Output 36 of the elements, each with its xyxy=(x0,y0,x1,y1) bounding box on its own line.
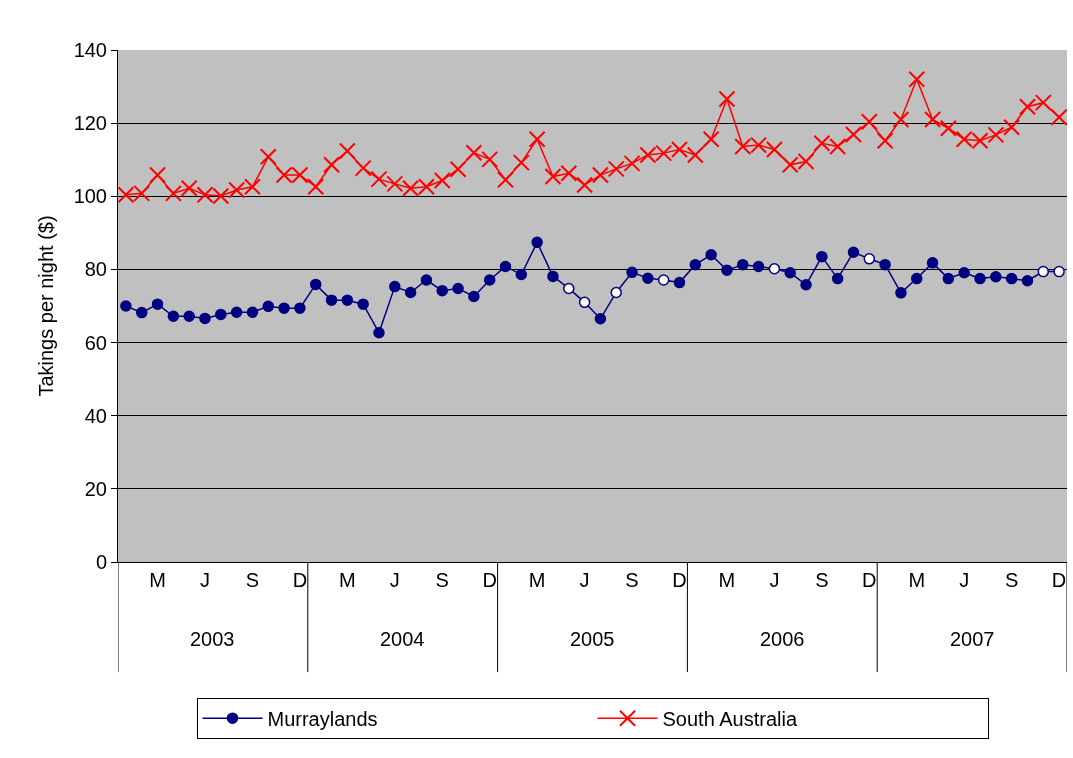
y-tick-label: 100 xyxy=(73,185,107,208)
x-tick-label: M xyxy=(149,569,166,591)
y-tick-label: 80 xyxy=(84,258,107,281)
x-tick-label: M xyxy=(528,569,546,591)
x-tick-label: S xyxy=(1004,569,1019,591)
x-tick-label: D xyxy=(482,569,497,591)
text: 2004 xyxy=(380,628,425,650)
y-tick-label: 120 xyxy=(73,112,107,135)
x-tick-label: J xyxy=(959,569,970,591)
x-tick-label: D xyxy=(292,569,308,591)
x-tick-label: M xyxy=(718,569,736,591)
x-tick-label: D xyxy=(862,569,877,591)
x-tick-label: J xyxy=(199,569,210,591)
y-tick-label: 40 xyxy=(84,404,107,427)
x-tick-label: S xyxy=(625,569,639,591)
x-tick-label: D xyxy=(1051,569,1067,591)
x-tick-label: S xyxy=(815,569,829,591)
y-tick-label: 60 xyxy=(84,331,107,354)
x-tick-label: D xyxy=(672,569,687,591)
legend-label: Murraylands xyxy=(267,707,378,730)
x-tick-label: M xyxy=(908,569,926,591)
x-tick-label: J xyxy=(579,569,590,591)
text: 2007 xyxy=(950,628,995,650)
text: 2005 xyxy=(570,628,615,650)
x-tick-label: S xyxy=(435,569,449,591)
text: 2003 xyxy=(190,628,235,650)
legend-label: South Australia xyxy=(662,707,798,730)
y-tick-label: 0 xyxy=(95,551,107,573)
x-tick-label: M xyxy=(339,569,356,591)
x-tick-label: J xyxy=(769,569,780,591)
x-tick-label: S xyxy=(245,569,260,591)
text: 2006 xyxy=(760,628,805,650)
x-tick-label: J xyxy=(389,569,400,591)
y-axis-title: Takings per night ($) xyxy=(35,215,58,397)
y-tick-label: 140 xyxy=(73,39,107,61)
y-tick-label: 20 xyxy=(84,477,107,500)
